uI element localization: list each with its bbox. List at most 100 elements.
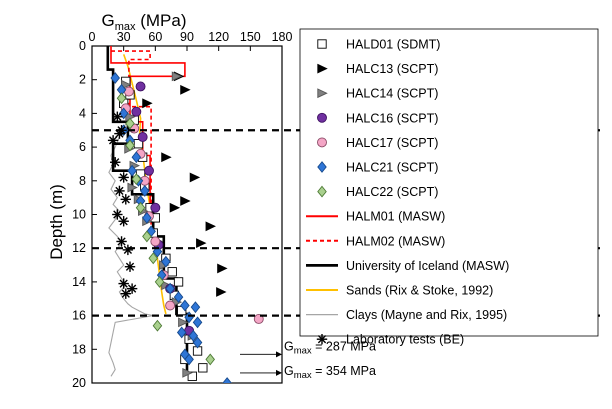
legend-item: HALC17 (SCPT) (317, 136, 438, 150)
data-point (125, 139, 135, 152)
legend-box (299, 28, 599, 337)
data-point (110, 157, 121, 168)
data-point (205, 353, 216, 366)
y-tick-label: 18 (72, 342, 86, 356)
y-tick-label: 16 (72, 309, 86, 323)
legend-marker (317, 88, 328, 99)
data-point (123, 86, 134, 97)
data-point (190, 301, 201, 314)
legend-marker (317, 137, 327, 148)
data-point (180, 84, 191, 95)
data-point (171, 71, 183, 82)
data-point (127, 182, 138, 193)
series-halc16-scpt- (131, 81, 195, 336)
data-point (142, 230, 152, 243)
legend-label: HALC21 (SCPT) (346, 161, 438, 175)
legend-label: HALM01 (MASW) (346, 210, 445, 224)
data-point (217, 263, 228, 274)
data-point (161, 255, 171, 268)
asterisk-stroke (121, 195, 130, 204)
y-tick-label: 4 (79, 106, 86, 120)
legend-item: HALC16 (SCPT) (317, 111, 438, 125)
data-point (192, 316, 203, 329)
x-tick-label: 90 (180, 30, 194, 44)
data-point (169, 202, 181, 213)
series-laboratory-tests-be- (107, 111, 138, 299)
asterisk-stroke (117, 237, 126, 246)
asterisk-stroke (121, 289, 130, 298)
data-point (116, 236, 127, 247)
asterisk-stroke (111, 158, 120, 167)
x-axis-title: Gmax (MPa) (101, 11, 186, 33)
legend-label: Sands (Rix & Stoke, 1992) (346, 284, 493, 298)
legend-label: HALC14 (SCPT) (346, 87, 438, 101)
plot-area (91, 45, 283, 384)
data-point (126, 283, 138, 294)
data-point (116, 92, 127, 105)
legend-marker (317, 112, 327, 123)
data-point (142, 211, 152, 224)
legend-item: HALM01 (MASW) (306, 210, 445, 224)
legend-item: HALC14 (SCPT) (317, 87, 438, 101)
legend-label: HALC16 (SCPT) (346, 111, 438, 125)
series-halc22-scpt- (116, 92, 216, 366)
legend-label: HALC13 (SCPT) (346, 62, 438, 76)
data-point (125, 117, 135, 130)
data-point (173, 277, 184, 287)
legend-item: HALM02 (MASW) (306, 234, 445, 248)
data-point (120, 194, 131, 205)
x-tick-label: 150 (240, 30, 261, 44)
data-point (131, 151, 142, 164)
legend-marker (317, 63, 328, 74)
data-point (205, 221, 216, 232)
x-tick-label: 120 (208, 30, 229, 44)
data-point (112, 111, 123, 122)
data-point (178, 317, 189, 328)
data-point (180, 299, 190, 312)
data-point (124, 261, 136, 272)
legend-item: Clays (Mayne and Rix, 1995) (306, 308, 507, 322)
data-point (182, 367, 193, 378)
legend-label: HALC22 (SCPT) (346, 185, 438, 199)
data-point (184, 353, 194, 366)
data-point (188, 329, 199, 342)
data-point (167, 267, 177, 277)
data-point (165, 300, 176, 311)
y-tick-label: 6 (79, 140, 86, 154)
legend-label: HALC17 (SCPT) (346, 136, 438, 150)
data-point (142, 98, 153, 109)
annotation-label: Gmax = 287 MPa (284, 339, 376, 356)
data-point (131, 173, 142, 186)
y-tick-label: 10 (72, 208, 86, 222)
data-point (148, 252, 159, 265)
x-tick-label: 30 (117, 30, 131, 44)
x-tick-label: 0 (89, 30, 96, 44)
data-point (222, 377, 232, 383)
data-point (180, 196, 191, 206)
data-point (107, 135, 119, 146)
series-halc21-scpt- (110, 72, 232, 383)
annotations: Gmax = 287 MPa Gmax = 354 MPa (240, 339, 376, 381)
annotation-arrow-head (276, 369, 282, 376)
y-tick-label: 12 (72, 241, 86, 255)
asterisk-stroke (317, 335, 327, 344)
legend-marker (316, 334, 328, 345)
asterisk-stroke (113, 210, 122, 219)
annotation-label: Gmax = 354 MPa (284, 364, 376, 381)
data-point (135, 81, 146, 92)
legend-label: HALM02 (MASW) (346, 234, 445, 248)
data-point (161, 152, 172, 163)
data-point (118, 172, 129, 183)
data-point (137, 132, 148, 142)
legend-item: University of Iceland (MASW) (306, 259, 509, 273)
legend-item: HALC13 (SCPT) (317, 62, 438, 76)
data-point (120, 288, 131, 299)
legend-item: HALC22 (SCPT) (317, 185, 438, 199)
y-tick-label: 20 (72, 376, 86, 390)
data-point (139, 184, 150, 197)
legend-item: Laboratory tests (BE) (316, 333, 464, 347)
y-tick-label: 2 (79, 73, 86, 87)
data-point (150, 202, 161, 213)
data-point (150, 236, 161, 247)
